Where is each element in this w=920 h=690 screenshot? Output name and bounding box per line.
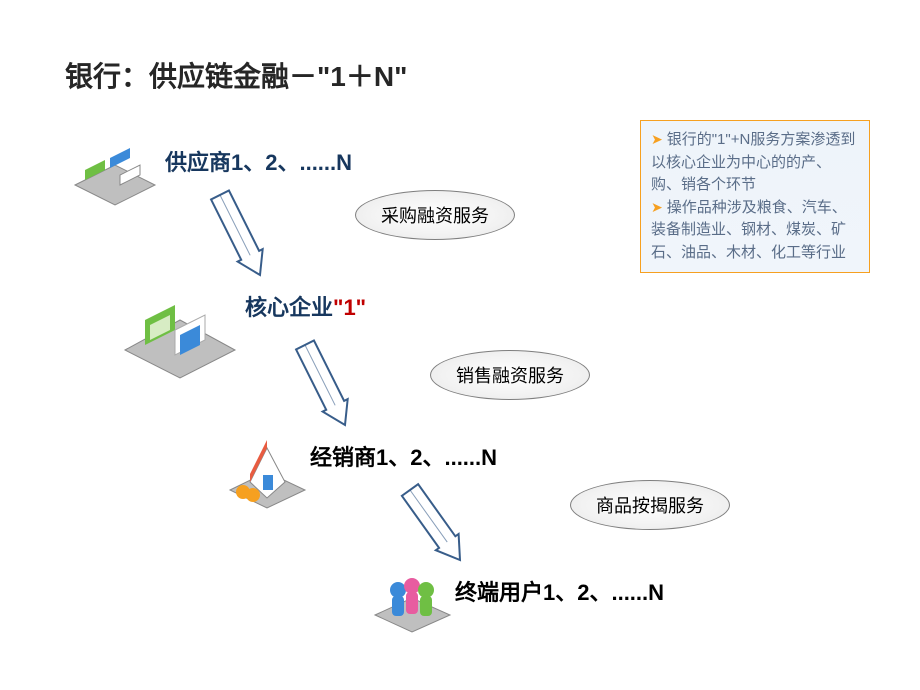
info-item-2: 操作品种涉及粮食、汽车、装备制造业、钢材、煤炭、矿石、油品、木材、化工等行业	[651, 197, 859, 265]
page-title: 银行：供应链金融－"1＋N"	[65, 55, 407, 95]
enduser-label: 终端用户1、2、......N	[455, 575, 664, 607]
dealer-text: 经销商1、2、......N	[310, 445, 497, 470]
supplier-label: 供应商1、2、......N	[165, 145, 352, 177]
enduser-text: 终端用户1、2、......N	[455, 580, 664, 605]
core-icon	[120, 290, 240, 385]
arrow-supplier-core	[200, 175, 280, 295]
service-mortgage: 商品按揭服务	[570, 480, 730, 530]
info-box: 银行的"1"+N服务方案渗透到以核心企业为中心的的产、购、销各个环节 操作品种涉…	[640, 120, 870, 273]
arrow-dealer-enduser	[390, 470, 480, 580]
service-procurement: 采购融资服务	[355, 190, 515, 240]
arrow-core-dealer	[285, 325, 365, 445]
service-sales: 销售融资服务	[430, 350, 590, 400]
supplier-icon	[70, 140, 160, 215]
supplier-text: 供应商1、2、......N	[165, 150, 352, 175]
core-text: 核心企业	[245, 295, 333, 320]
info-item-1: 银行的"1"+N服务方案渗透到以核心企业为中心的的产、购、销各个环节	[651, 129, 859, 197]
core-highlight: "1"	[333, 295, 366, 320]
